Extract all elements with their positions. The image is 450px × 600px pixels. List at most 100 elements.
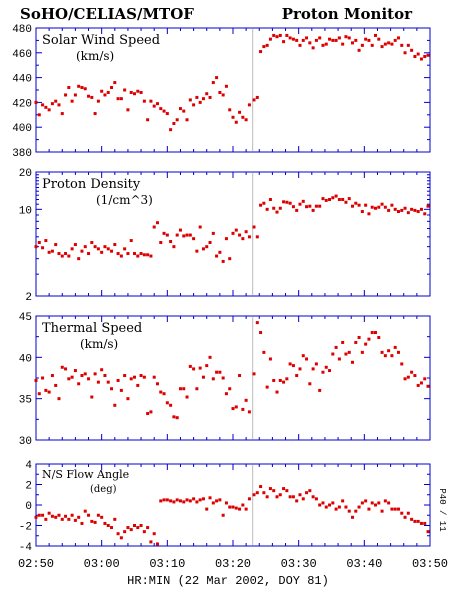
data-point bbox=[252, 98, 256, 102]
data-point bbox=[110, 526, 114, 530]
data-point bbox=[406, 43, 410, 47]
data-point bbox=[272, 378, 276, 382]
data-point bbox=[231, 115, 235, 119]
data-point bbox=[301, 354, 305, 358]
panel-1: 380 400 420 440 460 480 Solar Wind Speed(km/s) bbox=[12, 24, 431, 160]
data-point bbox=[47, 108, 51, 112]
y-tick-label: -2 bbox=[19, 522, 32, 534]
data-point bbox=[288, 495, 292, 499]
data-point bbox=[87, 377, 91, 381]
data-point bbox=[228, 108, 232, 112]
data-point bbox=[201, 375, 205, 379]
data-point bbox=[357, 505, 361, 509]
data-point bbox=[403, 206, 407, 210]
data-point bbox=[410, 370, 414, 374]
data-point bbox=[50, 249, 54, 253]
y-tick-label: 480 bbox=[12, 24, 32, 36]
data-point bbox=[218, 90, 222, 94]
data-point bbox=[390, 507, 394, 511]
x-tick-label: 03:50 bbox=[412, 557, 448, 571]
data-point bbox=[211, 231, 215, 235]
data-point bbox=[116, 532, 120, 536]
data-point bbox=[116, 378, 120, 382]
data-point bbox=[149, 410, 153, 414]
data-point bbox=[165, 233, 169, 237]
data-point bbox=[367, 507, 371, 511]
data-point bbox=[265, 495, 269, 499]
data-point bbox=[47, 390, 51, 394]
data-point bbox=[205, 245, 209, 249]
data-point bbox=[241, 503, 245, 507]
data-point bbox=[83, 372, 87, 376]
header-left-title: SoHO/CELIAS/MTOF bbox=[20, 5, 194, 23]
data-point bbox=[367, 212, 371, 216]
data-point bbox=[291, 364, 295, 368]
data-point bbox=[357, 335, 361, 339]
data-point bbox=[172, 245, 176, 249]
data-point bbox=[103, 245, 107, 249]
data-point bbox=[90, 95, 94, 99]
data-point bbox=[426, 204, 430, 208]
data-point bbox=[175, 118, 179, 122]
data-point bbox=[282, 200, 286, 204]
data-point bbox=[328, 369, 332, 373]
data-point bbox=[295, 499, 299, 503]
data-point bbox=[169, 403, 173, 407]
data-point bbox=[406, 511, 410, 515]
data-point bbox=[96, 247, 100, 251]
data-point bbox=[265, 207, 269, 211]
data-point bbox=[165, 112, 169, 116]
data-point bbox=[70, 99, 74, 103]
data-point bbox=[228, 257, 232, 261]
data-point bbox=[347, 350, 351, 354]
data-point bbox=[331, 38, 335, 42]
data-point bbox=[67, 377, 71, 381]
data-point bbox=[188, 364, 192, 368]
data-point bbox=[192, 497, 196, 501]
data-point bbox=[318, 204, 322, 208]
y-tick-label: 0 bbox=[25, 501, 32, 513]
data-point bbox=[272, 206, 276, 210]
panel-2: 2 10 20 Proton Density(1/cm^3) bbox=[19, 168, 431, 304]
data-point bbox=[224, 84, 228, 88]
data-point bbox=[334, 194, 338, 198]
data-point bbox=[373, 331, 377, 335]
data-point bbox=[221, 259, 225, 263]
data-point bbox=[354, 38, 358, 42]
data-point bbox=[419, 207, 423, 211]
data-point bbox=[298, 367, 302, 371]
y-tick-label: 2 bbox=[25, 481, 32, 493]
data-point bbox=[146, 412, 150, 416]
data-point bbox=[396, 507, 400, 511]
data-point bbox=[54, 515, 58, 519]
data-point bbox=[318, 503, 322, 507]
data-point bbox=[377, 335, 381, 339]
data-point bbox=[241, 237, 245, 241]
y-tick-label: 10 bbox=[19, 205, 32, 217]
data-point bbox=[73, 518, 77, 522]
data-point bbox=[387, 208, 391, 212]
y-tick-label: 420 bbox=[12, 98, 32, 110]
data-point bbox=[291, 37, 295, 41]
data-point bbox=[373, 503, 377, 507]
data-point bbox=[60, 112, 64, 116]
data-point bbox=[142, 375, 146, 379]
data-point bbox=[44, 239, 48, 243]
y-tick-label: 35 bbox=[19, 395, 32, 407]
data-point bbox=[80, 374, 84, 378]
y-tick-label: 20 bbox=[19, 168, 32, 180]
data-point bbox=[377, 501, 381, 505]
data-point bbox=[87, 252, 91, 256]
data-point bbox=[252, 372, 256, 376]
data-point bbox=[426, 384, 430, 388]
data-point bbox=[341, 340, 345, 344]
data-point bbox=[282, 40, 286, 44]
data-point bbox=[201, 497, 205, 501]
data-point bbox=[139, 252, 143, 256]
data-point bbox=[291, 495, 295, 499]
data-point bbox=[152, 375, 156, 379]
data-point bbox=[387, 41, 391, 45]
data-point bbox=[73, 369, 77, 373]
data-point bbox=[298, 493, 302, 497]
data-point bbox=[285, 377, 289, 381]
